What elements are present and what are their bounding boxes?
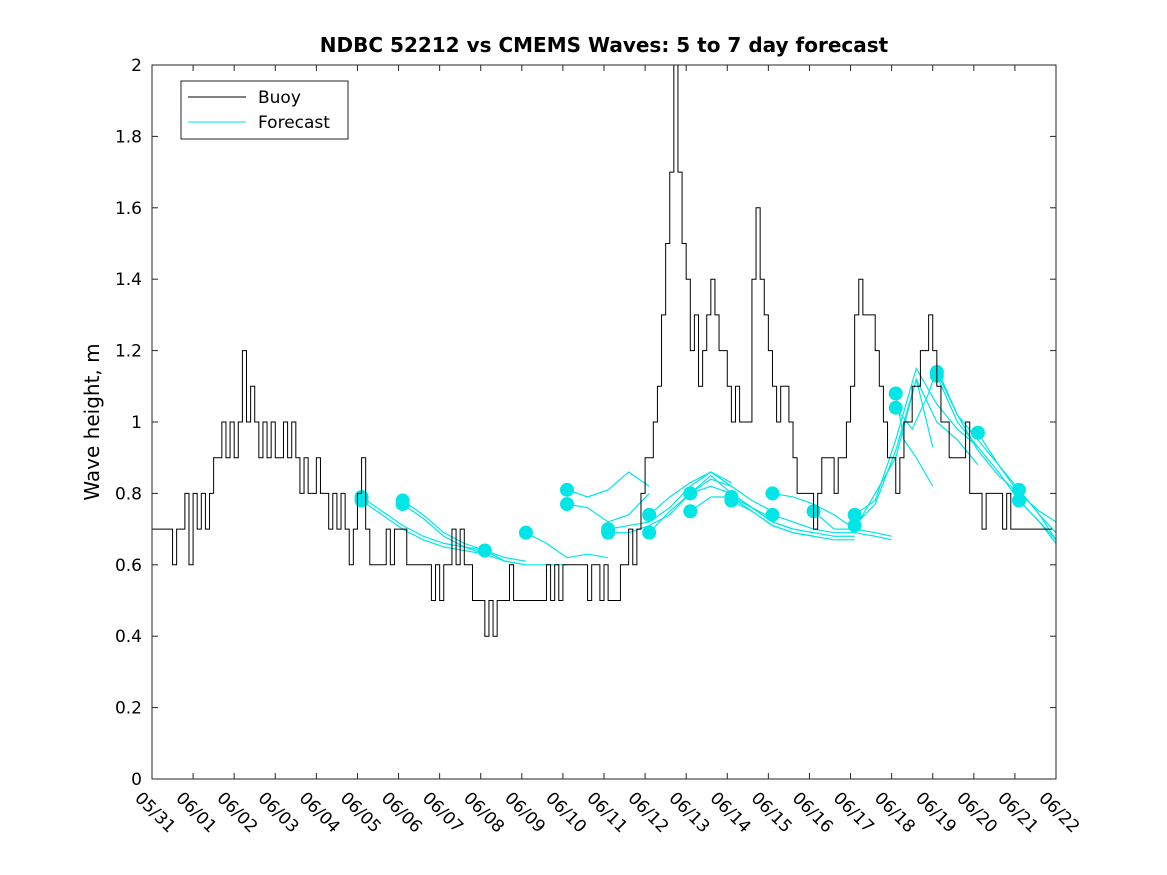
forecast-start-point <box>395 497 410 512</box>
forecast-start-point <box>477 543 492 558</box>
forecast-start-point <box>888 386 903 401</box>
forecast-start-point <box>1012 482 1027 497</box>
forecast-start-point <box>560 497 575 512</box>
forecast-run-line <box>854 366 979 516</box>
forecast-start-point <box>765 486 780 501</box>
forecast-run-line <box>566 471 650 498</box>
legend-box <box>180 80 349 140</box>
y-tick-label: 0 <box>131 770 142 790</box>
forecast-start-point <box>847 518 862 533</box>
y-tick-label: 2 <box>131 56 142 76</box>
y-tick-label: 0.4 <box>115 627 142 647</box>
y-tick-label: 1.6 <box>115 199 142 219</box>
forecast-run-line <box>895 393 934 487</box>
forecast-series <box>354 365 1057 566</box>
y-tick-label: 1.4 <box>115 270 142 290</box>
forecast-start-point <box>888 400 903 415</box>
forecast-run-line <box>1018 500 1057 544</box>
forecast-run-line <box>772 514 892 541</box>
y-tick-label: 0.6 <box>115 556 142 576</box>
y-tick-label: 1.2 <box>115 342 142 362</box>
forecast-start-point <box>518 525 533 540</box>
forecast-run-line <box>1018 489 1057 541</box>
forecast-start-point <box>724 493 739 508</box>
forecast-start-point <box>642 507 657 522</box>
y-axis-label: Wave height, m <box>80 343 104 500</box>
forecast-start-point <box>765 507 780 522</box>
forecast-start-point <box>683 504 698 519</box>
forecast-start-point <box>642 525 657 540</box>
legend-forecast-label: Forecast <box>258 113 330 133</box>
forecast-run-line <box>566 492 650 523</box>
forecast-run-line <box>731 500 855 541</box>
legend: Buoy Forecast <box>180 80 349 140</box>
chart-title: NDBC 52212 vs CMEMS Waves: 5 to 7 day fo… <box>320 33 889 57</box>
forecast-run-line <box>854 377 979 526</box>
y-axis: 0 0.2 0.4 0.6 0.8 1 1.2 1.4 1.6 1.8 2 <box>115 56 1056 790</box>
forecast-start-point <box>354 493 369 508</box>
y-tick-label: 0.2 <box>115 699 142 719</box>
buoy-line <box>152 64 1052 637</box>
forecast-run-line <box>525 532 609 559</box>
legend-buoy-label: Buoy <box>258 88 301 108</box>
buoy-series <box>152 64 1052 637</box>
forecast-start-point <box>560 482 575 497</box>
forecast-start-point <box>683 486 698 501</box>
plot-area: 00.20.40.60.811.21.41.61.82 05/3106/0106… <box>115 56 1083 837</box>
y-tick-label: 0.8 <box>115 484 142 504</box>
forecast-run-line <box>895 366 1020 494</box>
forecast-start-point <box>970 425 985 440</box>
forecast-start-point <box>847 507 862 522</box>
forecast-start-point <box>1012 493 1027 508</box>
y-tick-label: 1 <box>131 413 142 433</box>
forecast-run-line <box>731 496 855 537</box>
forecast-run-line <box>772 492 892 537</box>
forecast-start-point <box>601 525 616 540</box>
forecast-run-line <box>484 549 568 566</box>
forecast-run-line <box>648 471 773 516</box>
y-tick-label: 1.8 <box>115 127 142 147</box>
